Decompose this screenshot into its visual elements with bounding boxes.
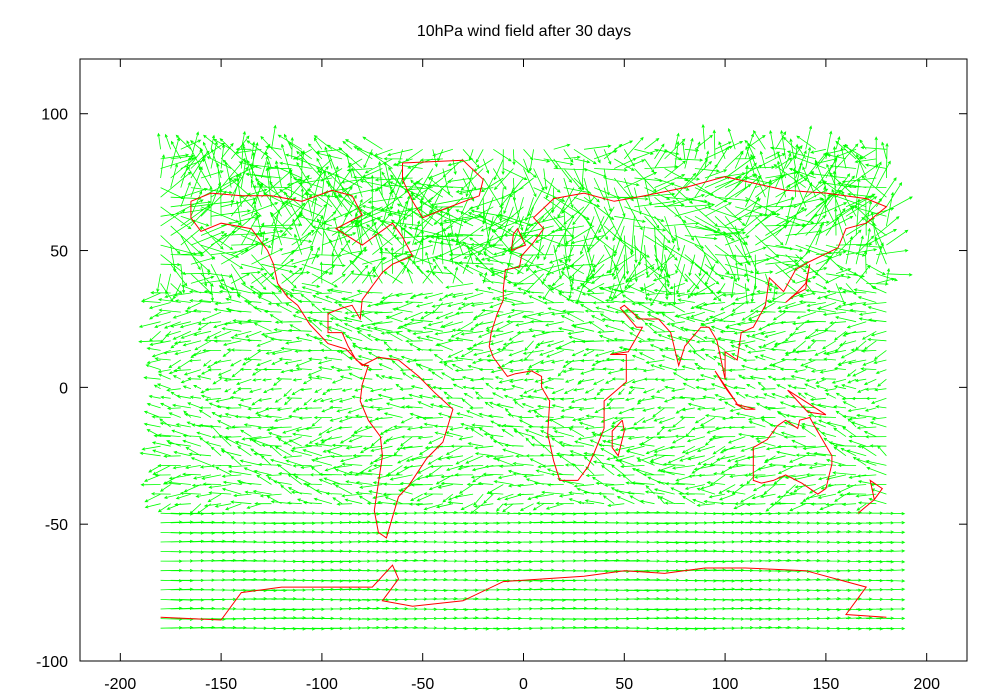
chart-title: 10hPa wind field after 30 days (417, 23, 631, 40)
coastline (787, 389, 827, 416)
x-tick-label: 200 (913, 676, 940, 693)
coastline (190, 189, 454, 539)
y-axis-tick-labels: -100 -50 0 50 100 (36, 107, 68, 671)
x-axis-tick-labels: -200 -150 -100 -50 0 50 100 150 200 (104, 676, 940, 693)
coastline (785, 264, 811, 303)
x-tick-label: 150 (813, 676, 840, 693)
coastline (734, 403, 756, 410)
coastline (488, 176, 888, 481)
wind-vectors (138, 123, 913, 631)
x-tick-label: -100 (306, 676, 338, 693)
axis-ticks (80, 59, 967, 662)
x-tick-label: -200 (104, 676, 136, 693)
x-tick-label: 100 (712, 676, 739, 693)
y-tick-label: -100 (36, 654, 68, 671)
coastline (752, 416, 833, 495)
y-tick-label: 100 (41, 107, 68, 124)
y-tick-label: 50 (50, 244, 68, 261)
coastline (611, 419, 625, 457)
x-tick-label: -150 (205, 676, 237, 693)
coastline (857, 479, 884, 514)
y-tick-label: -50 (45, 517, 68, 534)
wind-vector-set (138, 123, 913, 631)
x-tick-label: 50 (615, 676, 633, 693)
coastlines (160, 159, 888, 621)
coastline (402, 159, 484, 219)
coastline (714, 370, 738, 405)
x-tick-label: 0 (519, 676, 528, 693)
y-tick-label: 0 (59, 380, 68, 397)
x-tick-label: -50 (411, 676, 434, 693)
coastline (160, 564, 887, 621)
coastline (510, 227, 527, 251)
